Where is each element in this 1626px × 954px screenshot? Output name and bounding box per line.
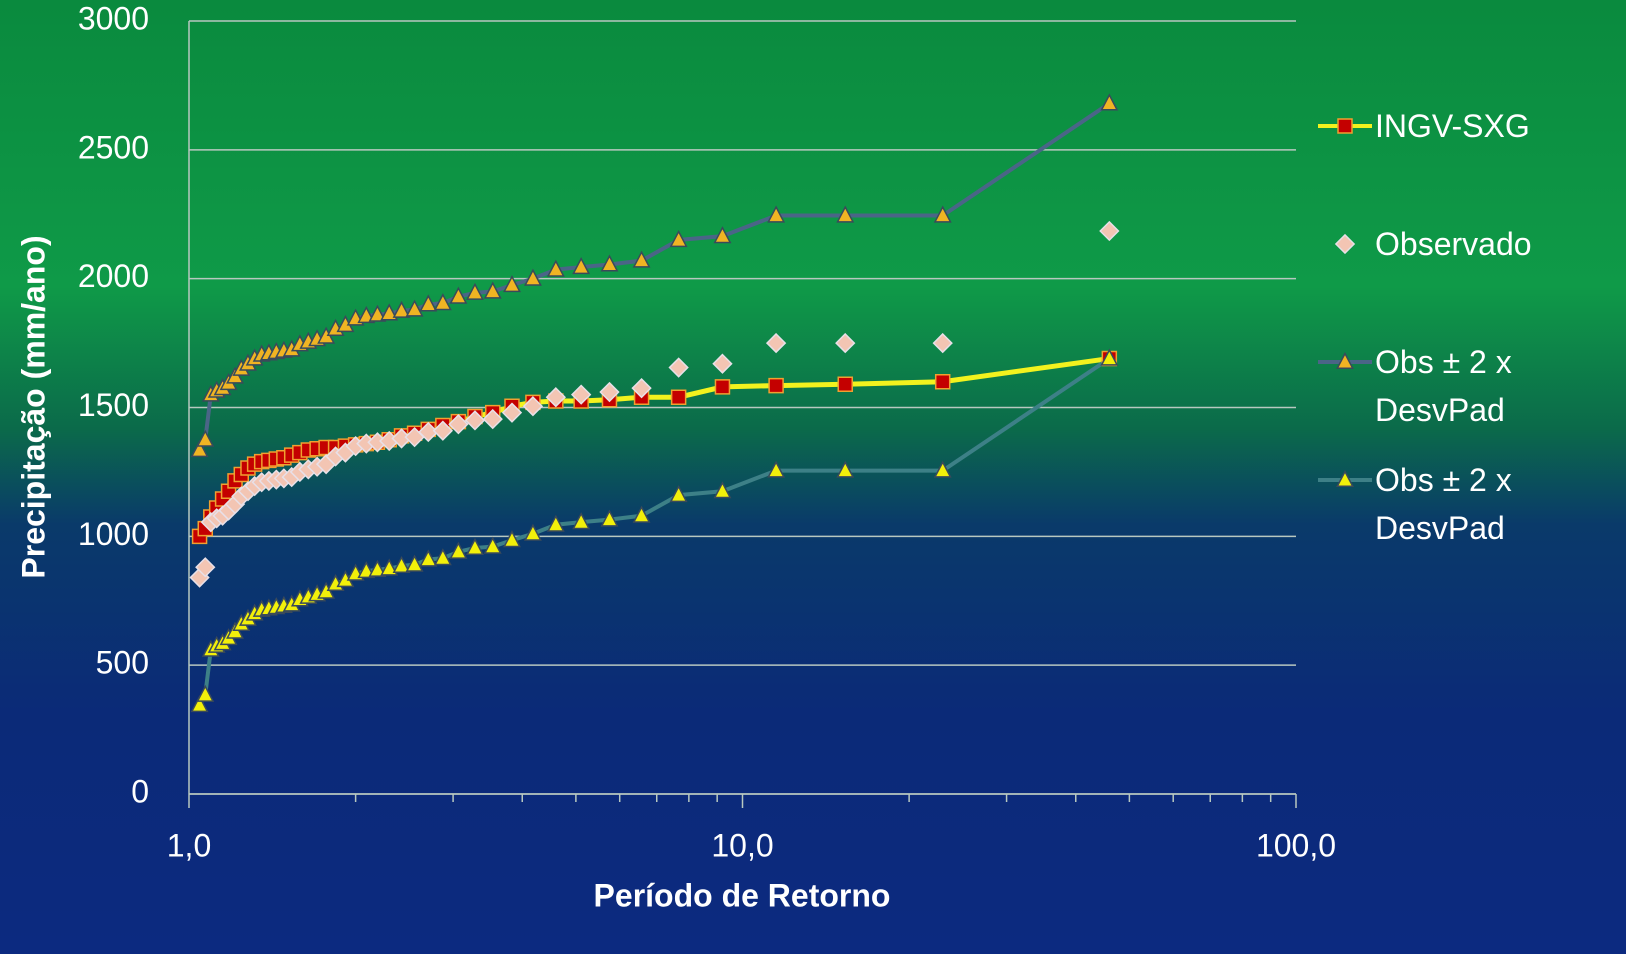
triangle-marker [1102, 95, 1117, 110]
series-line [200, 359, 1110, 706]
y-tick-label: 2000 [78, 258, 149, 294]
diamond-marker [767, 334, 785, 352]
y-tick-label: 0 [131, 773, 149, 809]
diamond-marker [1100, 222, 1118, 240]
square-marker [936, 375, 950, 389]
page: Período de Retorno Precipitação (mm/ano)… [0, 0, 1626, 954]
x-tick-label: 100,0 [1256, 827, 1336, 863]
x-tick-label: 1,0 [167, 827, 211, 863]
diamond-marker [713, 355, 731, 373]
square-marker [672, 390, 686, 404]
y-tick-label: 500 [96, 645, 149, 681]
diamond-marker [1336, 235, 1354, 253]
legend-label: Obs ± 2 x DesvPad [1375, 456, 1615, 552]
square-marker [769, 379, 783, 393]
triangle-marker [198, 686, 213, 701]
legend-label: Obs ± 2 x DesvPad [1375, 338, 1615, 434]
square-marker [715, 380, 729, 394]
diamond-marker [670, 358, 688, 376]
diamond-marker [934, 334, 952, 352]
y-axis-title: Precipitação (mm/ano) [15, 235, 51, 578]
square-marker [1338, 119, 1352, 133]
x-axis-title: Período de Retorno [594, 877, 891, 913]
y-tick-label: 1500 [78, 387, 149, 423]
y-tick-label: 2500 [78, 129, 149, 165]
legend-label: INGV-SXG [1375, 102, 1615, 150]
triangle-marker [198, 431, 213, 446]
legend-label: Observado [1375, 220, 1615, 268]
square-marker [838, 377, 852, 391]
y-tick-label: 3000 [78, 0, 149, 36]
diamond-marker [836, 334, 854, 352]
x-tick-label: 10,0 [711, 827, 773, 863]
y-tick-label: 1000 [78, 516, 149, 552]
